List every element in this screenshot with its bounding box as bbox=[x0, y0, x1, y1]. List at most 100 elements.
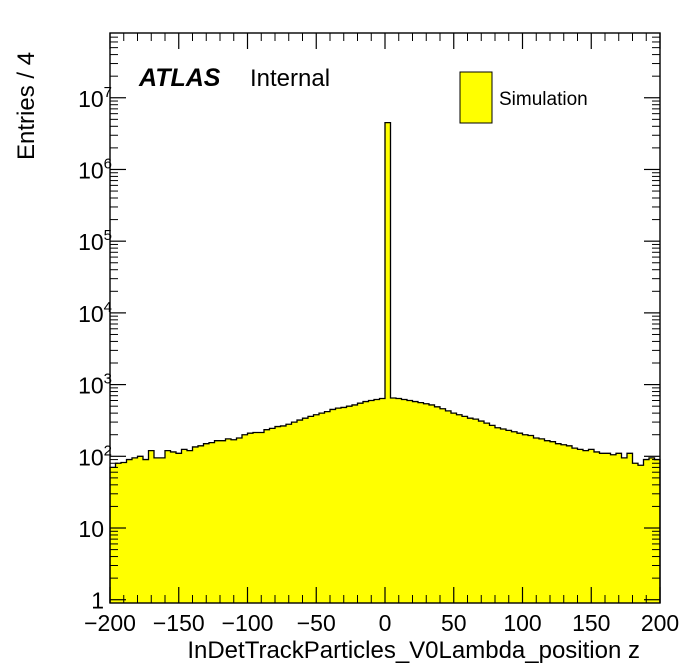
histogram-bar bbox=[269, 428, 276, 603]
histogram-bar bbox=[445, 410, 452, 603]
histogram-bar bbox=[649, 457, 655, 603]
histogram-bar bbox=[209, 442, 215, 603]
histogram-bar bbox=[341, 407, 347, 603]
histogram-outline bbox=[109, 121, 661, 603]
histogram-bar bbox=[599, 453, 606, 603]
histogram-bar bbox=[346, 406, 353, 603]
histogram-bar bbox=[220, 440, 226, 603]
histogram-bar bbox=[429, 404, 435, 603]
histogram-bar bbox=[610, 454, 617, 603]
x-axis-title: InDetTrackParticles_V0Lambda_position z bbox=[187, 637, 640, 664]
histogram-bar bbox=[506, 430, 512, 603]
histogram-bar bbox=[572, 448, 578, 603]
histogram-bar bbox=[143, 459, 149, 603]
histogram-bar bbox=[401, 399, 408, 603]
histogram-bar bbox=[583, 450, 589, 603]
histogram-bar bbox=[148, 450, 155, 603]
histogram-bar bbox=[308, 416, 314, 603]
x-tick-label: 100 bbox=[503, 610, 541, 636]
histogram-bar bbox=[517, 433, 523, 603]
histogram-bar bbox=[539, 438, 545, 603]
histogram-bar bbox=[242, 434, 248, 603]
histogram-bar bbox=[616, 453, 622, 603]
y-tick-label: 107 bbox=[78, 84, 112, 112]
histogram-bar bbox=[363, 401, 369, 603]
histogram-bar bbox=[170, 451, 177, 603]
x-tick-label: −50 bbox=[297, 610, 336, 636]
histogram-bar bbox=[115, 463, 122, 603]
histogram-bar bbox=[423, 403, 430, 603]
legend-swatch bbox=[459, 71, 493, 124]
histogram-bar bbox=[412, 401, 419, 603]
histogram-bar bbox=[198, 445, 204, 603]
histogram-bar bbox=[165, 450, 171, 603]
histogram-bar bbox=[511, 431, 518, 603]
histogram-bar bbox=[335, 408, 342, 603]
histogram-bar bbox=[247, 433, 254, 603]
histogram-bar bbox=[187, 450, 193, 603]
y-tick-label: 10 bbox=[78, 516, 104, 542]
histogram-bar bbox=[561, 444, 567, 603]
histogram-bar bbox=[214, 440, 221, 603]
histogram-bar bbox=[374, 399, 380, 603]
histogram-bar bbox=[544, 440, 551, 603]
histogram-bar bbox=[154, 457, 160, 603]
histogram-bar bbox=[302, 418, 309, 603]
histogram-bar bbox=[500, 429, 507, 603]
histogram-bar bbox=[555, 443, 562, 603]
histogram-bar bbox=[434, 406, 441, 603]
histogram-bar bbox=[385, 122, 391, 604]
histogram-bar bbox=[319, 413, 325, 603]
histogram-bar bbox=[489, 425, 496, 603]
y-tick-label: 106 bbox=[78, 155, 112, 183]
histogram-bar bbox=[418, 402, 424, 603]
histogram-bar bbox=[368, 400, 375, 603]
histogram-bar bbox=[484, 423, 490, 603]
y-tick-label: 102 bbox=[78, 442, 112, 470]
histogram-bar bbox=[286, 424, 292, 603]
histogram-bar bbox=[231, 439, 237, 603]
y-tick-label: 1 bbox=[91, 588, 104, 614]
x-tick-label: −150 bbox=[153, 610, 205, 636]
histogram-bar bbox=[313, 414, 320, 603]
histogram-bar bbox=[121, 462, 127, 603]
histogram-bar bbox=[297, 420, 303, 603]
histogram-bar bbox=[467, 418, 474, 603]
histogram-bar bbox=[632, 463, 639, 603]
histogram-bar bbox=[181, 449, 188, 603]
atlas-label: ATLAS bbox=[138, 64, 221, 92]
histogram-bar bbox=[203, 443, 210, 603]
histogram-bar bbox=[159, 457, 166, 603]
histogram-bar bbox=[495, 427, 501, 603]
histogram-bar bbox=[258, 432, 265, 603]
histogram-bar bbox=[627, 453, 633, 603]
histogram-bar bbox=[225, 438, 232, 603]
histogram-bar bbox=[588, 449, 595, 603]
y-axis-title: Entries / 4 bbox=[13, 52, 40, 160]
histogram-bar bbox=[478, 421, 485, 603]
histogram-bar bbox=[126, 459, 133, 603]
y-tick-label: 105 bbox=[78, 227, 112, 255]
x-tick-label: 200 bbox=[641, 610, 679, 636]
histogram-bar bbox=[566, 445, 573, 603]
histogram-bar bbox=[550, 441, 556, 603]
histogram-bar bbox=[396, 398, 402, 603]
legend-entry-simulation: Simulation bbox=[499, 89, 588, 110]
x-tick-label: 0 bbox=[379, 610, 392, 636]
histogram-bar bbox=[533, 437, 540, 603]
histogram-bar bbox=[192, 446, 199, 603]
histogram-bar bbox=[440, 408, 446, 603]
histogram-bar bbox=[456, 414, 463, 603]
histogram-bar bbox=[390, 398, 397, 603]
histogram-bar bbox=[264, 429, 270, 603]
histogram-bar bbox=[357, 403, 364, 603]
atlas-internal-label: Internal bbox=[250, 65, 330, 92]
histogram-bar bbox=[462, 416, 468, 603]
histogram-bar bbox=[643, 459, 650, 603]
x-tick-label: −100 bbox=[222, 610, 274, 636]
histogram-bar bbox=[324, 411, 331, 603]
histogram-bar bbox=[473, 419, 479, 603]
histogram-bar bbox=[528, 435, 534, 603]
histogram-bar bbox=[132, 457, 138, 603]
